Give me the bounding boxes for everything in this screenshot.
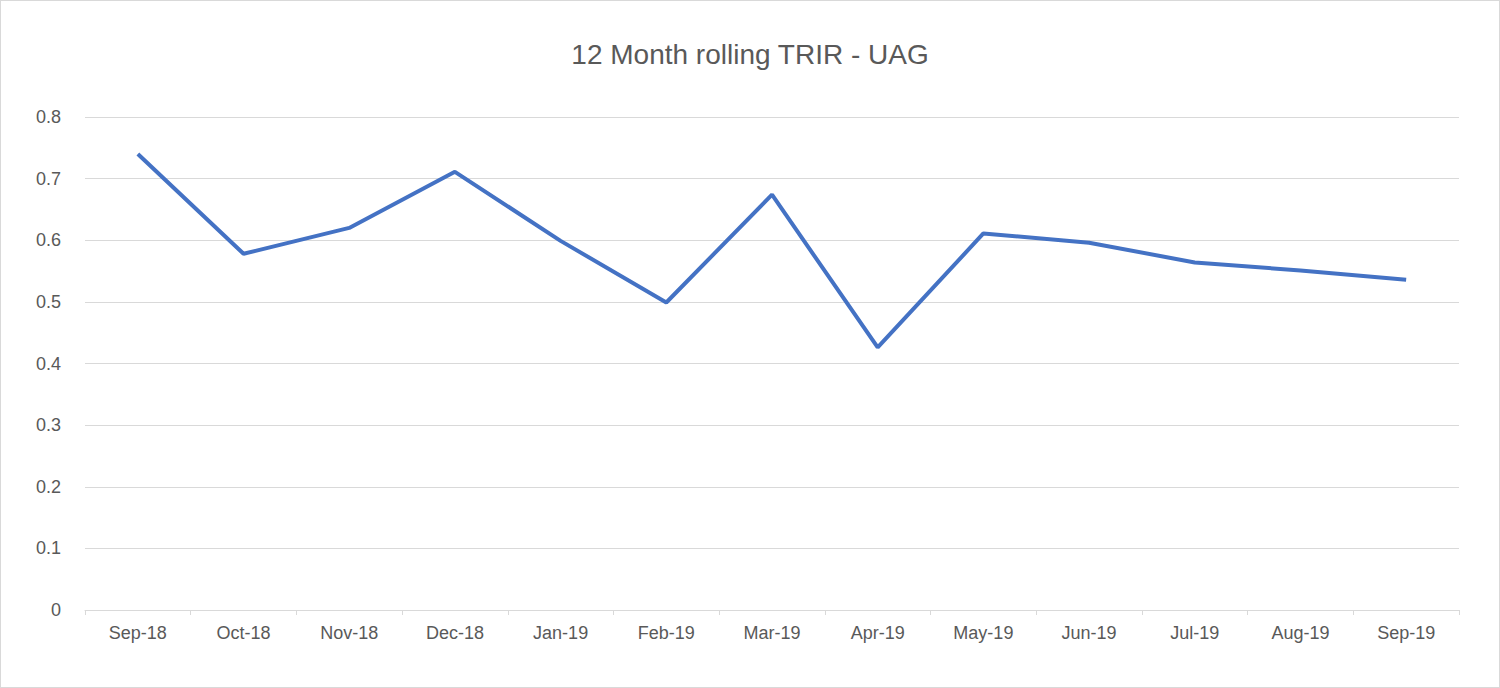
svg-text:0.6: 0.6 — [36, 230, 61, 250]
svg-text:Sep-19: Sep-19 — [1377, 623, 1435, 643]
svg-text:Nov-18: Nov-18 — [320, 623, 378, 643]
svg-text:Jan-19: Jan-19 — [533, 623, 588, 643]
svg-text:Jul-19: Jul-19 — [1170, 623, 1219, 643]
svg-text:0: 0 — [51, 600, 61, 620]
svg-text:0.1: 0.1 — [36, 538, 61, 558]
svg-text:Apr-19: Apr-19 — [851, 623, 905, 643]
svg-text:0.8: 0.8 — [36, 107, 61, 127]
svg-text:May-19: May-19 — [953, 623, 1013, 643]
svg-text:Dec-18: Dec-18 — [426, 623, 484, 643]
svg-text:Jun-19: Jun-19 — [1062, 623, 1117, 643]
svg-text:Mar-19: Mar-19 — [743, 623, 800, 643]
svg-text:Sep-18: Sep-18 — [109, 623, 167, 643]
svg-text:Aug-19: Aug-19 — [1271, 623, 1329, 643]
svg-text:Feb-19: Feb-19 — [638, 623, 695, 643]
svg-text:0.7: 0.7 — [36, 169, 61, 189]
svg-text:0.4: 0.4 — [36, 354, 61, 374]
svg-text:12 Month rolling TRIR - UAG: 12 Month rolling TRIR - UAG — [571, 39, 928, 70]
svg-text:0.5: 0.5 — [36, 292, 61, 312]
svg-text:Oct-18: Oct-18 — [217, 623, 271, 643]
svg-text:0.3: 0.3 — [36, 415, 61, 435]
svg-text:0.2: 0.2 — [36, 477, 61, 497]
